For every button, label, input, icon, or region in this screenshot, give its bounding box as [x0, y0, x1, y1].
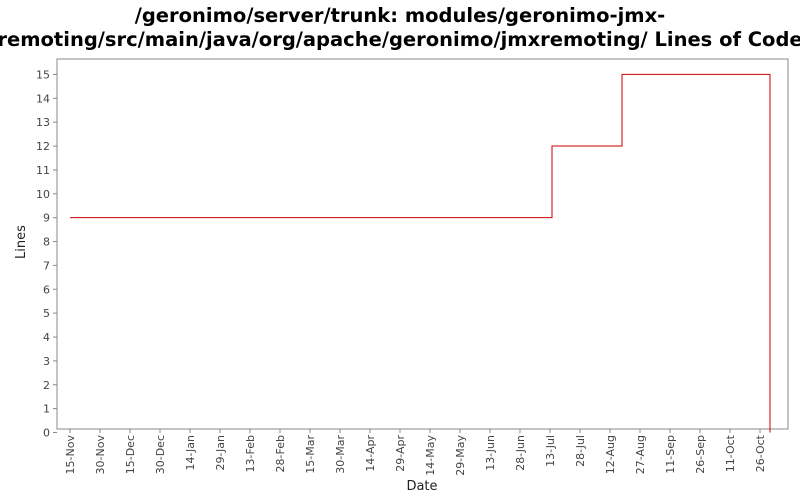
x-tick-label: 14-May	[424, 435, 437, 476]
y-tick-label: 3	[43, 355, 50, 368]
chart-title-line-2: remoting/src/main/java/org/apache/geroni…	[0, 28, 800, 51]
x-tick-label: 30-Mar	[334, 435, 347, 474]
x-axis: 15-Nov 30-Nov 15-Dec 30-Dec 14-Jan 29-Jan 13-F…	[64, 429, 767, 476]
x-tick-label: 28-Jul	[574, 435, 587, 467]
y-tick-label: 9	[43, 212, 50, 225]
x-tick-label: 14-Jan	[184, 435, 197, 471]
x-tick-label: 13-Feb	[244, 435, 257, 472]
series-line	[70, 73, 771, 433]
plot-area	[56, 58, 789, 430]
x-tick-label: 11-Sep	[664, 435, 677, 474]
y-tick-label: 15	[36, 68, 50, 81]
x-tick-label: 11-Oct	[724, 434, 737, 472]
y-tick-label: 8	[43, 236, 50, 249]
x-axis-label: Date	[406, 479, 437, 494]
x-tick-label: 26-Oct	[754, 434, 767, 472]
y-tick-label: 7	[43, 259, 50, 272]
x-tick-label: 26-Sep	[694, 435, 707, 474]
x-tick-label: 27-Aug	[634, 435, 647, 474]
x-tick-label: 29-May	[454, 435, 467, 476]
x-tick-label: 30-Nov	[94, 435, 107, 475]
x-tick-label: 12-Aug	[604, 435, 617, 474]
y-tick-label: 11	[36, 164, 50, 177]
series-group	[69, 73, 771, 433]
x-tick-label: 28-Feb	[274, 435, 287, 472]
y-tick-label: 1	[43, 403, 50, 416]
y-axis-label: Lines	[14, 225, 29, 259]
x-tick-label: 15-Mar	[304, 435, 317, 474]
y-tick-label: 12	[36, 140, 50, 153]
y-tick-label: 5	[43, 307, 50, 320]
y-tick-label: 6	[43, 283, 50, 296]
x-tick-label: 13-Jul	[544, 435, 557, 467]
x-tick-label: 29-Jan	[214, 435, 227, 471]
y-tick-label: 4	[43, 331, 50, 344]
x-tick-label: 15-Dec	[124, 435, 137, 474]
y-tick-label: 13	[36, 116, 50, 129]
x-tick-label: 28-Jun	[514, 435, 527, 471]
x-tick-label: 30-Dec	[154, 435, 167, 474]
y-tick-label: 2	[43, 379, 50, 392]
x-tick-label: 14-Apr	[364, 435, 377, 472]
y-tick-label: 0	[43, 427, 50, 440]
y-tick-label: 14	[36, 92, 50, 105]
chart-title-line-1: /geronimo/server/trunk: modules/geronimo…	[135, 4, 666, 27]
y-tick-label: 10	[36, 188, 50, 201]
x-tick-label: 15-Nov	[64, 435, 77, 475]
x-tick-label: 13-Jun	[484, 435, 497, 471]
x-tick-label: 29-Apr	[394, 435, 407, 472]
